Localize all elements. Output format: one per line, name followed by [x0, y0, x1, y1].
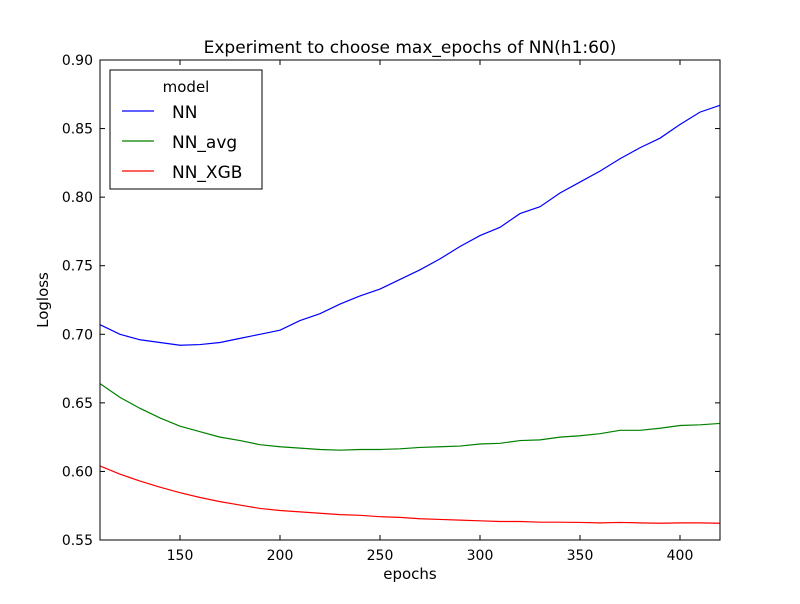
legend-label: NN	[172, 103, 197, 123]
y-tick-label: 0.55	[62, 533, 93, 549]
y-tick-label: 0.75	[62, 259, 93, 275]
legend-title: model	[163, 78, 210, 96]
x-tick-label: 350	[567, 548, 594, 564]
x-tick-label: 400	[667, 548, 694, 564]
y-axis-ticks: 0.55 0.60 0.65 0.70 0.75 0.80 0.85 0.90	[62, 53, 720, 549]
y-tick-label: 0.80	[62, 190, 93, 206]
series-line-nn	[99, 104, 721, 346]
x-tick-label: 200	[267, 548, 294, 564]
legend-box	[109, 69, 263, 190]
legend-label: NN_XGB	[172, 163, 242, 183]
y-tick-label: 0.90	[62, 53, 93, 69]
legend-label: NN_avg	[172, 133, 237, 153]
y-axis-label: Logloss	[34, 272, 52, 328]
x-axis-label: epochs	[383, 565, 437, 583]
y-tick-label: 0.60	[62, 464, 93, 480]
series-line-nn-xgb	[99, 465, 721, 524]
plot-area	[99, 104, 721, 524]
legend: model NN NN_avg NN_XGB	[109, 69, 263, 190]
y-tick-label: 0.70	[62, 327, 93, 343]
series-line-nn-avg	[99, 383, 721, 451]
x-axis-ticks: 150 200 250 300 350 400	[167, 60, 694, 564]
y-tick-label: 0.65	[62, 396, 93, 412]
x-tick-label: 250	[367, 548, 394, 564]
y-tick-label: 0.85	[62, 122, 93, 138]
plot-frame	[99, 59, 721, 541]
x-tick-label: 300	[467, 548, 494, 564]
x-tick-label: 150	[167, 548, 194, 564]
chart-title: Experiment to choose max_epochs of NN(h1…	[204, 38, 617, 58]
